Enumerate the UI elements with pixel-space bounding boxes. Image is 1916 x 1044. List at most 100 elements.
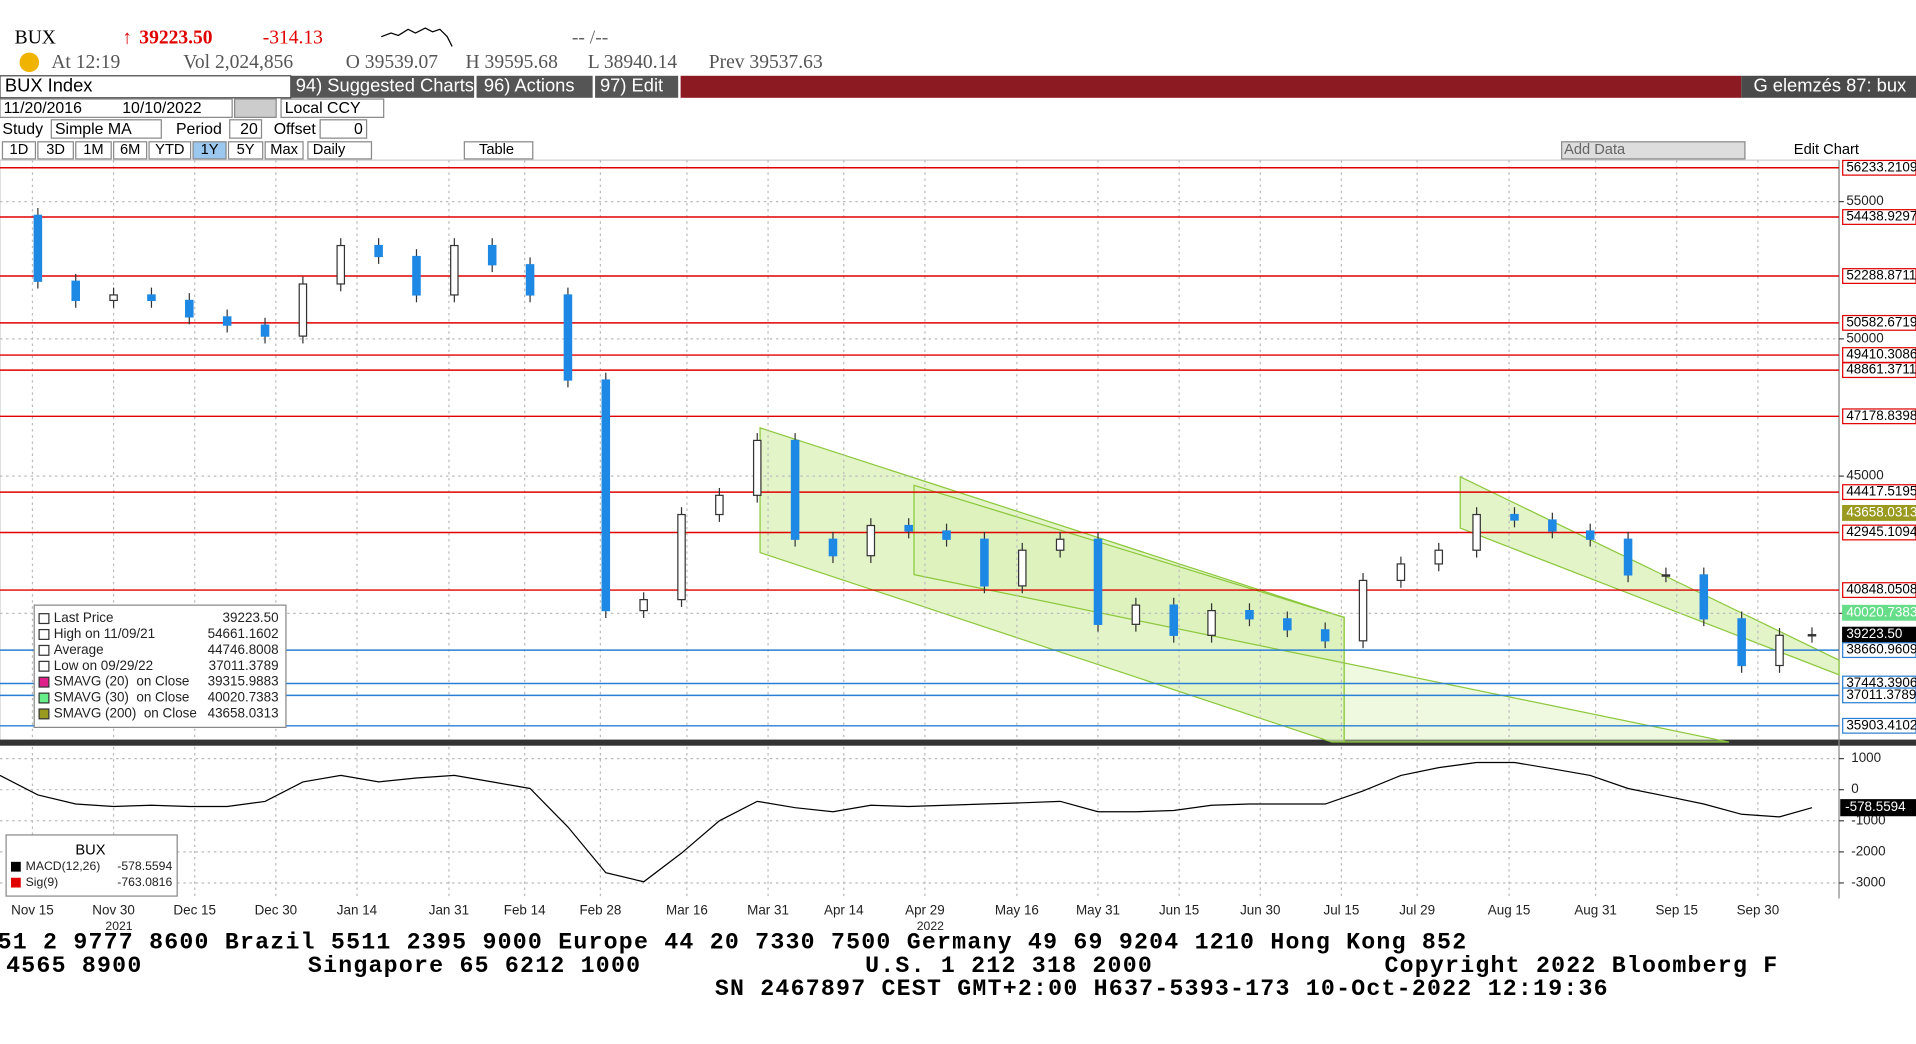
range-button[interactable] [75,141,112,160]
legend-value: 39223.50 [223,610,279,625]
price-panel: Nov 15 Nov 30 Dec 15 Dec 30 Jan 14 Jan 31 Feb … [0,159,1916,933]
range-button[interactable] [113,141,148,160]
y-tick-label: 0 [1851,781,1858,796]
tape-text: U.S. 1 212 318 2000 [865,953,1153,979]
actions-label: 96) Actions [484,75,575,96]
range-button[interactable] [148,141,192,160]
legend-value: -763.0816 [117,875,172,889]
x-tick-label: Aug 15 [1488,902,1531,917]
range-button[interactable] [37,141,74,160]
range-label: YTD [155,142,184,158]
legend-name: Average [54,642,104,657]
x-tick-label: Nov 15 [11,902,54,917]
ticker-tape: 51 2 9777 8600 Brazil 5511 2395 9000 Eur… [0,930,1777,1002]
sparkline [381,27,453,47]
y-tick-label: -2000 [1851,843,1885,858]
candle-body [1018,549,1027,587]
macd-line [0,761,1813,883]
legend-name: Last Price [54,610,114,625]
offset: 0 [354,121,363,138]
y-tick-label: 50000 [1846,330,1883,345]
candle-body [563,294,573,381]
frequency-box[interactable] [307,141,373,160]
candle-body [677,513,686,601]
level-tag [1842,159,1916,176]
legend-name: SMAVG (30) on Close [54,690,190,705]
level-label: 38660.9609 [1846,642,1916,657]
candle-body [185,299,194,318]
legend-box [33,604,287,728]
period-box[interactable] [229,119,263,139]
level-tag [1842,642,1916,659]
x-tick-label: Sep 30 [1737,902,1780,917]
offset-box[interactable] [319,119,368,139]
x-tick-label: Mar 16 [666,902,708,917]
currency: Local CCY [285,100,361,117]
last-price: 39223.50 [139,28,213,49]
x-tick-label: May 31 [1076,902,1120,917]
candle-body [904,524,913,532]
y-tick-label: 45000 [1846,468,1883,483]
date-arrows[interactable] [234,98,277,118]
up-arrow: ↑ [122,28,132,49]
candle-body [1320,629,1330,642]
candle-body [980,538,989,587]
range-button[interactable] [192,141,227,160]
currency-box[interactable] [280,98,385,118]
x-tick-label: Jul 15 [1323,902,1359,917]
candle-body [1548,519,1557,532]
edit-chart[interactable]: Edit Chart [1794,142,1859,158]
candle-body [260,324,270,337]
level-tag [1842,314,1916,331]
panel-divider [0,739,1916,746]
x-tick-label: Jun 30 [1240,902,1280,917]
candle-body [1585,530,1595,540]
legend-name: SMAVG (20) on Close [54,674,190,689]
candle-body [1623,538,1633,576]
legend-swatch [38,628,50,640]
table-label: Table [479,142,514,158]
level-label: 40848.0508 [1846,582,1916,597]
add-data: Add Data [1564,142,1626,158]
table-button[interactable] [463,141,534,160]
candle-body [1807,634,1817,637]
legend-name: High on 11/09/21 [54,626,155,641]
x-tick-label: Sep 15 [1655,902,1698,917]
candle-body [71,280,81,302]
legend-swatch [10,861,21,872]
legend-swatch [38,644,50,656]
candle-body [1510,513,1519,521]
legend-value: 39315.9883 [208,674,279,689]
range-buttons: 1D 3D 1M 6M YTD 1Y 5Y Max [1,141,304,160]
candle-body [1093,538,1103,625]
range-label: Max [270,142,298,158]
level-tag [1842,687,1916,704]
range-button[interactable] [264,141,304,160]
candle-body [374,244,383,258]
x-tick-label: Jun 15 [1159,902,1199,917]
edit-button[interactable] [595,75,679,98]
candle-body [298,283,308,337]
year-label: 2021 [105,919,132,933]
level-tag [1842,717,1916,734]
actions-button[interactable] [476,75,593,98]
y-tick-label: -3000 [1851,875,1885,890]
end-date: 10/10/2022 [122,100,202,117]
candle-body [942,530,951,540]
edit-label: 97) Edit [600,75,663,96]
range-button[interactable] [1,141,37,160]
macd-last: -578.5594 [1845,799,1906,814]
candle-body [336,244,346,285]
add-data-box[interactable] [1561,141,1746,160]
suggested-button[interactable] [290,75,475,98]
candle-body [1737,618,1746,667]
range-button[interactable] [227,141,264,160]
suggested-label: 94) Suggested Charts [296,75,474,96]
date-range-box[interactable] [0,98,233,118]
legend-value: 44746.8008 [208,642,279,657]
level-label: 49410.3086 [1846,347,1916,362]
legend-name: Low on 09/29/22 [54,658,153,673]
candle-body [1131,604,1141,625]
live-icon [19,52,40,73]
study-box[interactable] [50,119,162,139]
